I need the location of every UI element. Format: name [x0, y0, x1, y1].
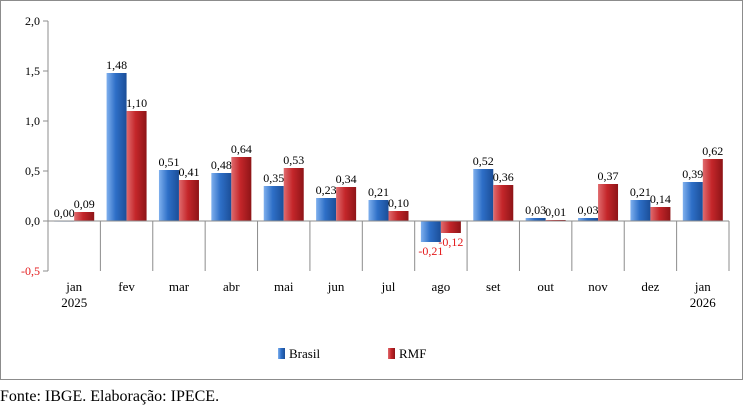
data-label-rmf: -0,12 — [438, 235, 463, 249]
bar-rmf — [178, 180, 199, 221]
x-tick-label: dez — [641, 279, 659, 294]
bar-brasil — [368, 200, 389, 221]
x-tick-label: out — [537, 279, 554, 294]
y-tick-label: 1,0 — [25, 114, 40, 128]
data-label-brasil: 0,03 — [525, 203, 546, 217]
data-label-rmf: 0,09 — [74, 197, 95, 211]
data-label-brasil: 0,48 — [211, 158, 232, 172]
x-tick-label: mai — [274, 279, 294, 294]
data-label-rmf: 0,14 — [650, 192, 671, 206]
x-tick-label: abr — [223, 279, 240, 294]
data-label-brasil: 0,21 — [368, 185, 389, 199]
bar-brasil — [106, 73, 127, 221]
data-label-rmf: 0,62 — [702, 144, 723, 158]
bar-brasil — [263, 186, 284, 221]
bar-rmf — [440, 221, 461, 233]
data-label-rmf: 0,34 — [336, 172, 357, 186]
bar-brasil — [630, 200, 651, 221]
chart-frame: 2,0 1,5 1,0 0,5 0,0 -0,5 0,00 1,48 0,51 0,48 0,35 0… — [0, 0, 743, 380]
y-tick-label: 2,0 — [25, 14, 40, 28]
x-tick-label: 2026 — [690, 295, 717, 310]
bar-rmf — [231, 157, 252, 221]
bar-rmf — [74, 212, 95, 221]
data-label-brasil: 0,39 — [682, 167, 703, 181]
legend-swatch-brasil — [278, 348, 285, 359]
x-tick-label: fev — [118, 279, 135, 294]
bar-brasil — [316, 198, 337, 221]
y-tick-label: -0,5 — [21, 264, 40, 278]
data-label-rmf: 1,10 — [126, 96, 147, 110]
data-label-brasil: 0,03 — [578, 203, 599, 217]
bar-rmf — [493, 185, 514, 221]
bar-brasil — [682, 182, 703, 221]
bar-rmf — [283, 168, 304, 221]
x-tick-label: set — [486, 279, 501, 294]
x-tick-label: ago — [431, 279, 450, 294]
data-label-brasil: 0,35 — [263, 171, 284, 185]
y-tick-label: 1,5 — [25, 64, 40, 78]
data-label-rmf: 0,53 — [283, 153, 304, 167]
data-label-brasil: 0,23 — [316, 183, 337, 197]
bar-brasil — [578, 218, 599, 221]
data-label-brasil: 0,21 — [630, 185, 651, 199]
x-tick-label: mar — [169, 279, 190, 294]
data-label-brasil: 0,00 — [54, 206, 75, 220]
bar-rmf — [388, 211, 409, 221]
data-label-rmf: 0,37 — [598, 169, 619, 183]
data-label-brasil: 0,51 — [158, 155, 179, 169]
bar-brasil — [473, 169, 494, 221]
data-label-brasil: 0,52 — [473, 154, 494, 168]
bar-brasil — [211, 173, 232, 221]
data-label-rmf: 0,01 — [545, 205, 566, 219]
source-note: Fonte: IBGE. Elaboração: IPECE. — [0, 388, 220, 405]
x-tick-label: 2025 — [61, 295, 87, 310]
bar-rmf — [598, 184, 619, 221]
x-tick-label: jun — [327, 279, 345, 294]
bar-rmf — [336, 187, 357, 221]
bar-brasil — [158, 170, 179, 221]
x-tick-label: nov — [588, 279, 608, 294]
data-label-rmf: 0,10 — [388, 196, 409, 210]
x-tick-label: jan — [65, 279, 82, 294]
data-label-rmf: 0,36 — [493, 170, 514, 184]
y-tick-label: 0,5 — [25, 164, 40, 178]
data-label-rmf: 0,64 — [231, 142, 252, 156]
legend-label-rmf: RMF — [399, 346, 426, 361]
bar-rmf — [650, 207, 671, 221]
x-tick-label: jul — [381, 279, 396, 294]
bar-rmf — [126, 111, 147, 221]
legend-swatch-rmf — [388, 348, 395, 359]
bar-brasil — [420, 221, 441, 242]
data-label-rmf: 0,41 — [178, 165, 199, 179]
bar-brasil — [525, 218, 546, 221]
bar-rmf — [702, 159, 723, 221]
y-tick-label: 0,0 — [25, 214, 40, 228]
x-tick-label: jan — [694, 279, 711, 294]
data-label-brasil: -0,21 — [418, 244, 443, 258]
legend-label-brasil: Brasil — [289, 346, 320, 361]
bar-chart: 2,0 1,5 1,0 0,5 0,0 -0,5 0,00 1,48 0,51 0,48 0,35 0… — [21, 14, 730, 361]
data-label-brasil: 1,48 — [106, 58, 127, 72]
